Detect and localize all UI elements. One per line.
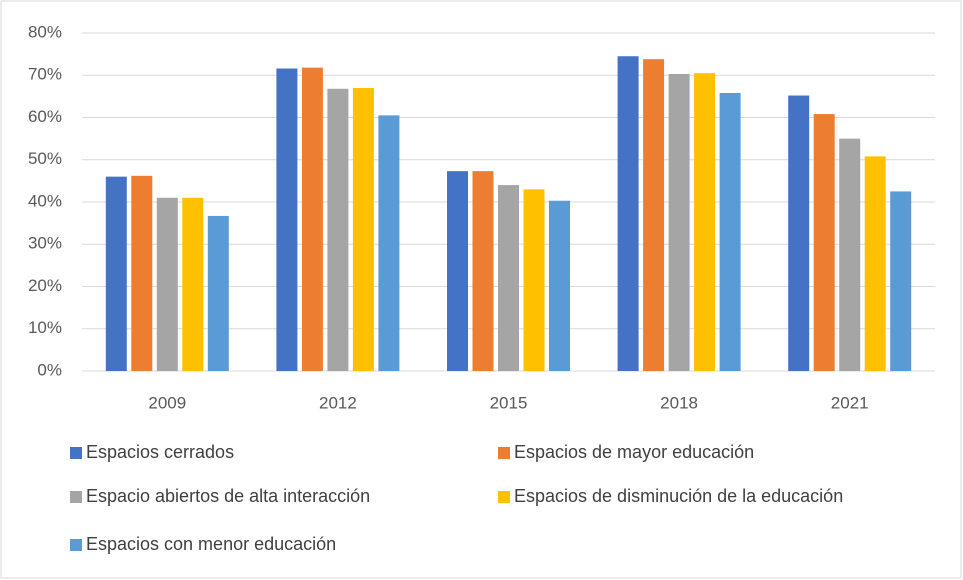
legend-label: Espacios cerrados [86, 442, 234, 462]
bar [105, 176, 127, 371]
bar [788, 95, 810, 371]
bar [352, 87, 374, 372]
bar [890, 191, 912, 371]
bar [668, 73, 690, 372]
y-tick-label: 50% [28, 149, 62, 168]
legend-label: Espacios de mayor educación [514, 442, 754, 462]
bar [719, 92, 741, 372]
legend-swatch [498, 491, 510, 503]
y-tick-label: 80% [28, 22, 62, 41]
bar [549, 200, 570, 371]
bar [182, 197, 204, 371]
x-tick-label: 2015 [490, 393, 528, 412]
bar [472, 171, 494, 371]
bar [276, 68, 298, 372]
bar [327, 88, 349, 372]
x-tick-label: 2012 [319, 393, 357, 412]
legend-label: Espacios con menor educación [86, 534, 336, 554]
legend-swatch [70, 447, 82, 459]
bar [498, 185, 519, 371]
y-tick-label: 20% [28, 276, 62, 295]
legend-swatch [70, 539, 82, 551]
bar [523, 189, 545, 371]
bar [864, 156, 886, 371]
bar [694, 73, 716, 371]
y-tick-label: 10% [28, 318, 62, 337]
bar [131, 175, 153, 371]
bar [839, 138, 861, 371]
legend-label: Espacios de disminución de la educación [514, 486, 843, 506]
bar [156, 197, 178, 371]
legend-swatch [498, 447, 510, 459]
x-tick-label: 2009 [148, 393, 186, 412]
y-tick-label: 0% [37, 360, 62, 379]
legend-swatch [70, 491, 82, 503]
legend-label: Espacio abiertos de alta interacción [86, 486, 370, 506]
y-tick-label: 40% [28, 191, 62, 210]
y-tick-label: 70% [28, 65, 62, 84]
bar [207, 215, 229, 371]
bar [378, 115, 400, 371]
bar [813, 114, 835, 372]
x-tick-label: 2021 [831, 393, 869, 412]
bar [643, 59, 665, 371]
bar [301, 67, 323, 372]
y-tick-label: 30% [28, 234, 62, 253]
x-tick-label: 2018 [660, 393, 698, 412]
bar [617, 56, 639, 372]
bar [447, 171, 468, 371]
y-tick-label: 60% [28, 107, 62, 126]
